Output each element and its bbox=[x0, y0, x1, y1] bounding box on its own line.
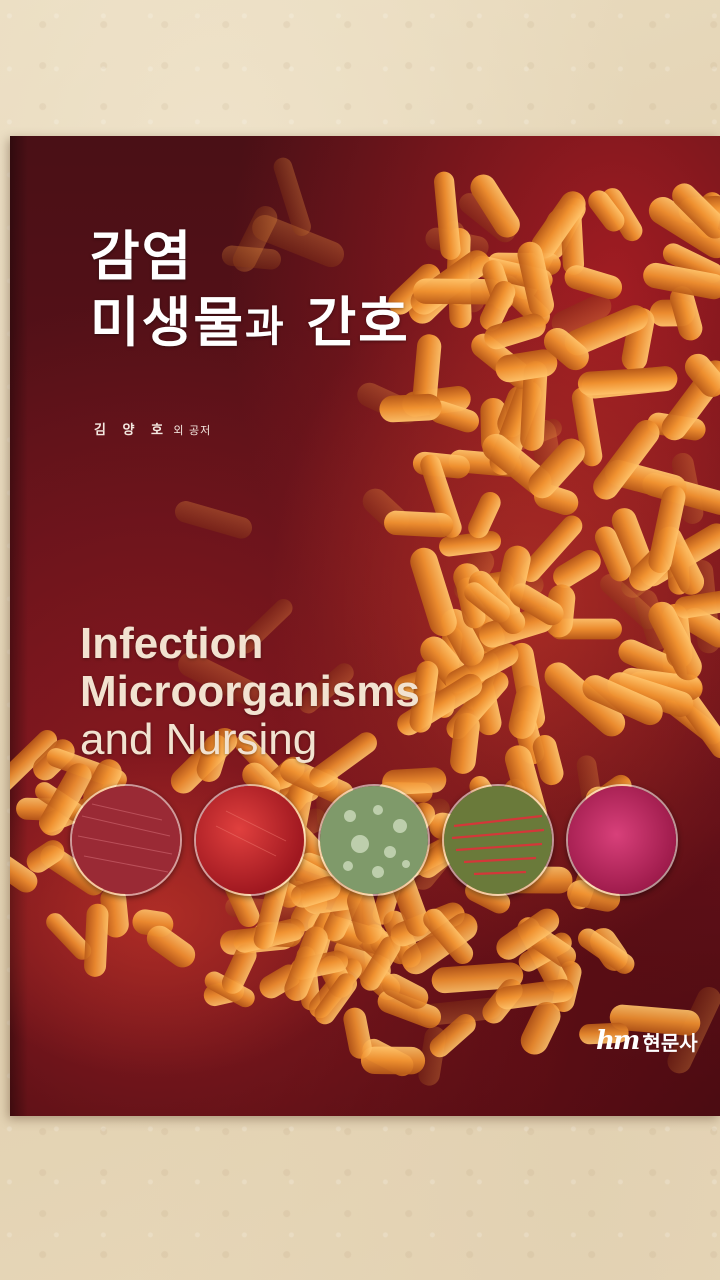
culture-plate-magenta bbox=[566, 784, 678, 896]
author-line: 김 양 호 외 공저 bbox=[94, 419, 211, 438]
title-korean-word-microbe: 미생물 bbox=[90, 291, 246, 354]
author-suffix: 외 공저 bbox=[168, 424, 212, 437]
culture-plate-green bbox=[318, 784, 430, 896]
publisher-name: 현문사 bbox=[642, 1030, 698, 1055]
title-english-line1: Infection bbox=[80, 619, 264, 668]
title-korean-line1: 감염 bbox=[90, 225, 194, 288]
book-cover: 감염 미생물과 간호 김 양 호 외 공저 Infection Microorg… bbox=[10, 136, 720, 1116]
author-name: 김 양 호 bbox=[94, 423, 169, 438]
title-korean-line2: 미생물과 간호 bbox=[90, 290, 410, 360]
publisher: hm 현문사 bbox=[596, 1026, 698, 1056]
culture-plate-red bbox=[194, 784, 306, 896]
title-korean-particle: 과 bbox=[245, 302, 286, 351]
title-korean-word-nursing: 간호 bbox=[285, 291, 410, 354]
title-english-line2: Microorganisms bbox=[80, 667, 420, 716]
title-korean: 감염 미생물과 간호 bbox=[90, 224, 410, 360]
publisher-logo: hm bbox=[596, 1026, 640, 1056]
culture-plates-row bbox=[70, 784, 678, 904]
culture-plate-olive-red bbox=[442, 784, 554, 896]
title-english-line3: and Nursing bbox=[80, 715, 318, 764]
title-english: Infection Microorganisms and Nursing bbox=[80, 620, 420, 764]
culture-plate-dark-red bbox=[70, 784, 182, 896]
